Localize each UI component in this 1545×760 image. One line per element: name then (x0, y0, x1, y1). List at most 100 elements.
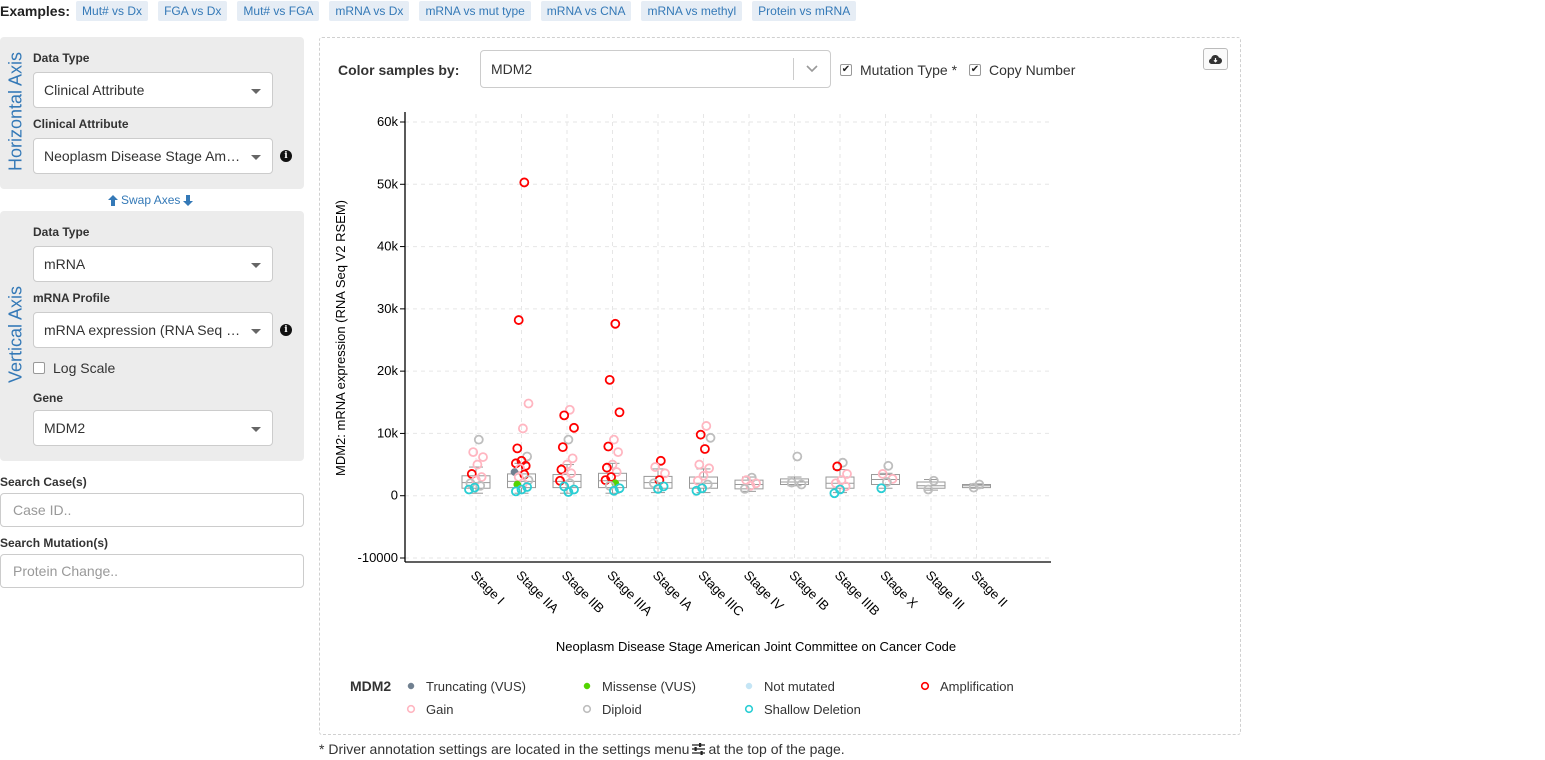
copy-number-toggle[interactable]: ✔ Copy Number (969, 62, 1075, 78)
example-chip[interactable]: mRNA vs mut type (419, 0, 531, 21)
data-point (608, 434, 619, 445)
log-scale-checkbox-row[interactable]: Log Scale (33, 360, 115, 376)
y-tick-label: 50k (377, 176, 398, 191)
horizontal-axis-title: Horizontal Axis (5, 51, 26, 172)
data-point (569, 484, 579, 495)
example-chip[interactable]: Mut# vs Dx (76, 0, 149, 21)
data-point (513, 315, 524, 325)
cloud-download-icon (1209, 54, 1222, 64)
data-point (923, 484, 934, 495)
legend-marker (583, 682, 591, 690)
data-point (517, 423, 528, 434)
search-cases-label: Search Case(s) (0, 475, 87, 489)
example-chip[interactable]: FGA vs Dx (158, 0, 228, 21)
clinical-attribute-value: Neoplasm Disease Stage American Joint Co… (44, 148, 246, 164)
examples-bar: Examples: Mut# vs Dx FGA vs Dx Mut# vs FGA… (0, 0, 866, 21)
y-tick-label: 0 (391, 488, 398, 503)
legend-marker (920, 681, 930, 691)
data-point (603, 441, 614, 452)
data-point (601, 462, 612, 473)
example-chip[interactable]: mRNA vs Dx (329, 0, 410, 21)
data-point (832, 461, 843, 472)
data-point (876, 483, 887, 494)
h-data-type-select[interactable]: Clinical Attribute (33, 72, 273, 108)
clinical-attribute-select[interactable]: Neoplasm Disease Stage American Joint Co… (33, 138, 273, 174)
footnote-text-before: * Driver annotation settings are located… (319, 741, 690, 757)
arrow-up-icon (108, 194, 118, 206)
data-point (842, 469, 852, 479)
box-body (916, 481, 946, 489)
data-point (613, 447, 624, 458)
data-point (697, 483, 708, 494)
h-data-type-label: Data Type (33, 51, 90, 65)
data-point (701, 421, 712, 431)
data-point (968, 482, 979, 493)
legend-marker (407, 682, 415, 690)
x-axis-label: Neoplasm Disease Stage American Joint Co… (556, 639, 956, 654)
color-by-select[interactable]: MDM2 (480, 50, 831, 88)
driver-annotation-footnote: * Driver annotation settings are located… (319, 741, 845, 757)
arrow-down-icon (183, 194, 194, 206)
box-body (689, 476, 718, 489)
data-point (610, 318, 621, 329)
data-point (464, 484, 474, 495)
data-point (751, 478, 761, 489)
data-point (705, 432, 716, 443)
data-point (563, 487, 574, 497)
data-point (569, 422, 579, 433)
x-tick-label: Stage II (968, 568, 1010, 610)
swap-axes-button[interactable]: Swap Axes (108, 193, 194, 207)
info-icon[interactable]: i (280, 150, 292, 162)
legend-entry: Diploid (602, 702, 642, 717)
data-point (469, 482, 480, 493)
data-point (519, 177, 530, 188)
mrna-profile-select[interactable]: mRNA expression (RNA Seq V2 RSEM) (33, 312, 273, 348)
data-point (928, 475, 939, 486)
search-cases-input[interactable] (0, 493, 304, 527)
download-button[interactable] (1203, 48, 1228, 70)
example-chip[interactable]: Protein vs mRNA (752, 0, 857, 21)
info-icon[interactable]: i (280, 324, 292, 336)
data-point (556, 464, 567, 475)
copy-number-checkbox[interactable]: ✔ (969, 64, 981, 76)
vertical-axis-panel: Vertical Axis Data Type mRNA mRNA Profil… (0, 211, 304, 461)
legend-entry: Shallow Deletion (764, 702, 861, 717)
example-chip[interactable]: Mut# vs FGA (237, 0, 320, 21)
data-point (650, 462, 661, 472)
legend-marker (406, 704, 416, 714)
data-point (698, 470, 709, 481)
data-point (704, 463, 715, 474)
gene-value: MDM2 (44, 420, 86, 436)
mutation-type-checkbox[interactable]: ✔ (840, 64, 852, 76)
chevron-down-icon (251, 155, 261, 160)
data-point (792, 451, 803, 462)
data-point (522, 482, 533, 492)
data-point (614, 407, 625, 418)
data-point (608, 485, 619, 496)
h-data-type-value: Clinical Attribute (44, 82, 145, 98)
sliders-icon (692, 743, 706, 755)
data-point (699, 444, 710, 454)
data-point (786, 477, 797, 488)
data-point (692, 475, 703, 486)
legend-title: MDM2 (350, 678, 391, 694)
gene-select[interactable]: MDM2 (33, 410, 273, 446)
example-chip[interactable]: mRNA vs methyl (641, 0, 743, 21)
data-point (559, 410, 570, 421)
x-tick-label: Stage IV (741, 568, 787, 614)
vertical-axis-title: Vertical Axis (5, 285, 26, 384)
search-mutations-input[interactable] (0, 554, 304, 588)
data-point (604, 374, 615, 385)
x-tick-label: Stage I (468, 568, 508, 608)
y-tick-label: 30k (377, 301, 398, 316)
example-chip[interactable]: mRNA vs CNA (540, 0, 632, 21)
data-point (739, 483, 750, 494)
x-tick-label: Stage III (923, 568, 968, 613)
mutation-type-toggle[interactable]: ✔ Mutation Type * (840, 62, 957, 78)
data-point (655, 455, 666, 466)
copy-number-label: Copy Number (989, 62, 1076, 78)
log-scale-checkbox[interactable] (33, 362, 45, 374)
v-data-type-select[interactable]: mRNA (33, 246, 273, 282)
data-point (564, 404, 575, 415)
chevron-down-icon (251, 329, 261, 334)
